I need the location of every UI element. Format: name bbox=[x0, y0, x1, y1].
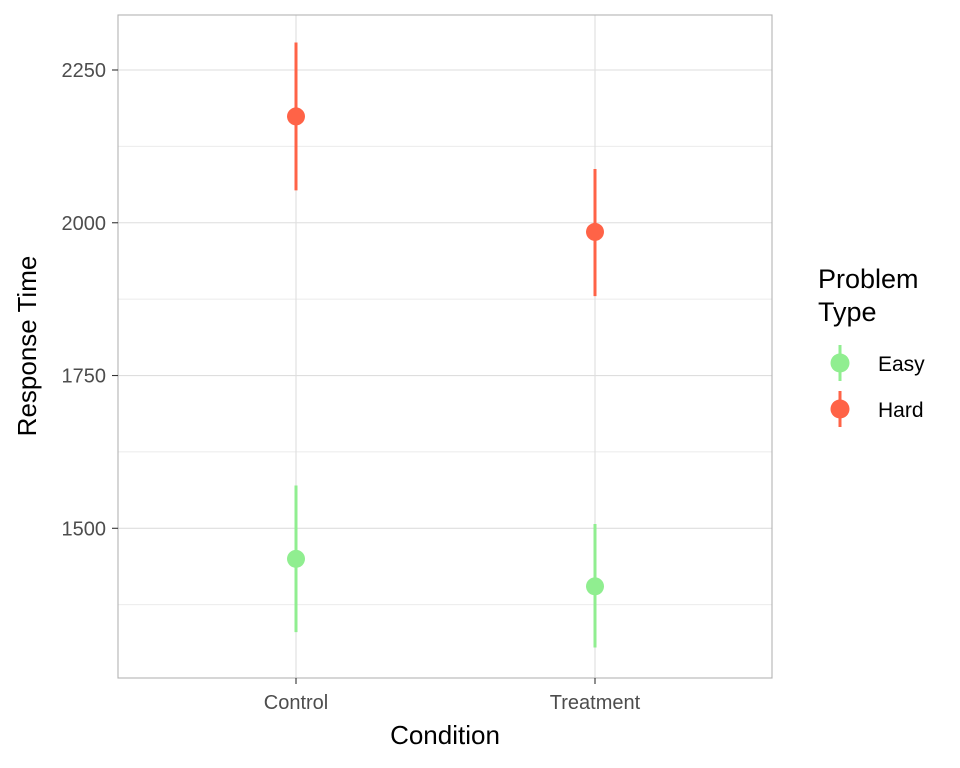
legend-items: Easy Hard bbox=[830, 345, 925, 427]
x-axis-title: Condition bbox=[390, 720, 500, 750]
legend-key-point-hard bbox=[830, 399, 850, 419]
x-tick-label: Treatment bbox=[550, 692, 641, 714]
data-marks bbox=[287, 42, 604, 648]
y-axis-title: Response Time bbox=[12, 256, 42, 437]
point-easy bbox=[586, 577, 604, 596]
y-axis: 1500 1750 2000 2250 bbox=[62, 60, 118, 540]
legend-key-point-easy bbox=[830, 353, 850, 373]
y-tick-label: 2000 bbox=[62, 213, 107, 235]
point-easy bbox=[287, 549, 305, 568]
legend: Problem Type Easy Hard bbox=[818, 264, 925, 427]
legend-label-hard: Hard bbox=[878, 399, 924, 422]
x-axis: Control Treatment bbox=[264, 678, 641, 714]
legend-title-line-2: Type bbox=[818, 297, 877, 327]
legend-title-line-1: Problem bbox=[818, 264, 919, 294]
y-tick-label: 1500 bbox=[62, 518, 107, 540]
y-tick-label: 1750 bbox=[62, 366, 107, 388]
plot-panel-border bbox=[117, 14, 773, 679]
legend-label-easy: Easy bbox=[878, 353, 925, 376]
minor-gridlines bbox=[118, 145, 772, 606]
point-hard bbox=[287, 107, 305, 126]
point-hard bbox=[586, 222, 604, 241]
y-tick-label: 2250 bbox=[62, 60, 107, 82]
x-tick-label: Control bbox=[264, 692, 328, 714]
